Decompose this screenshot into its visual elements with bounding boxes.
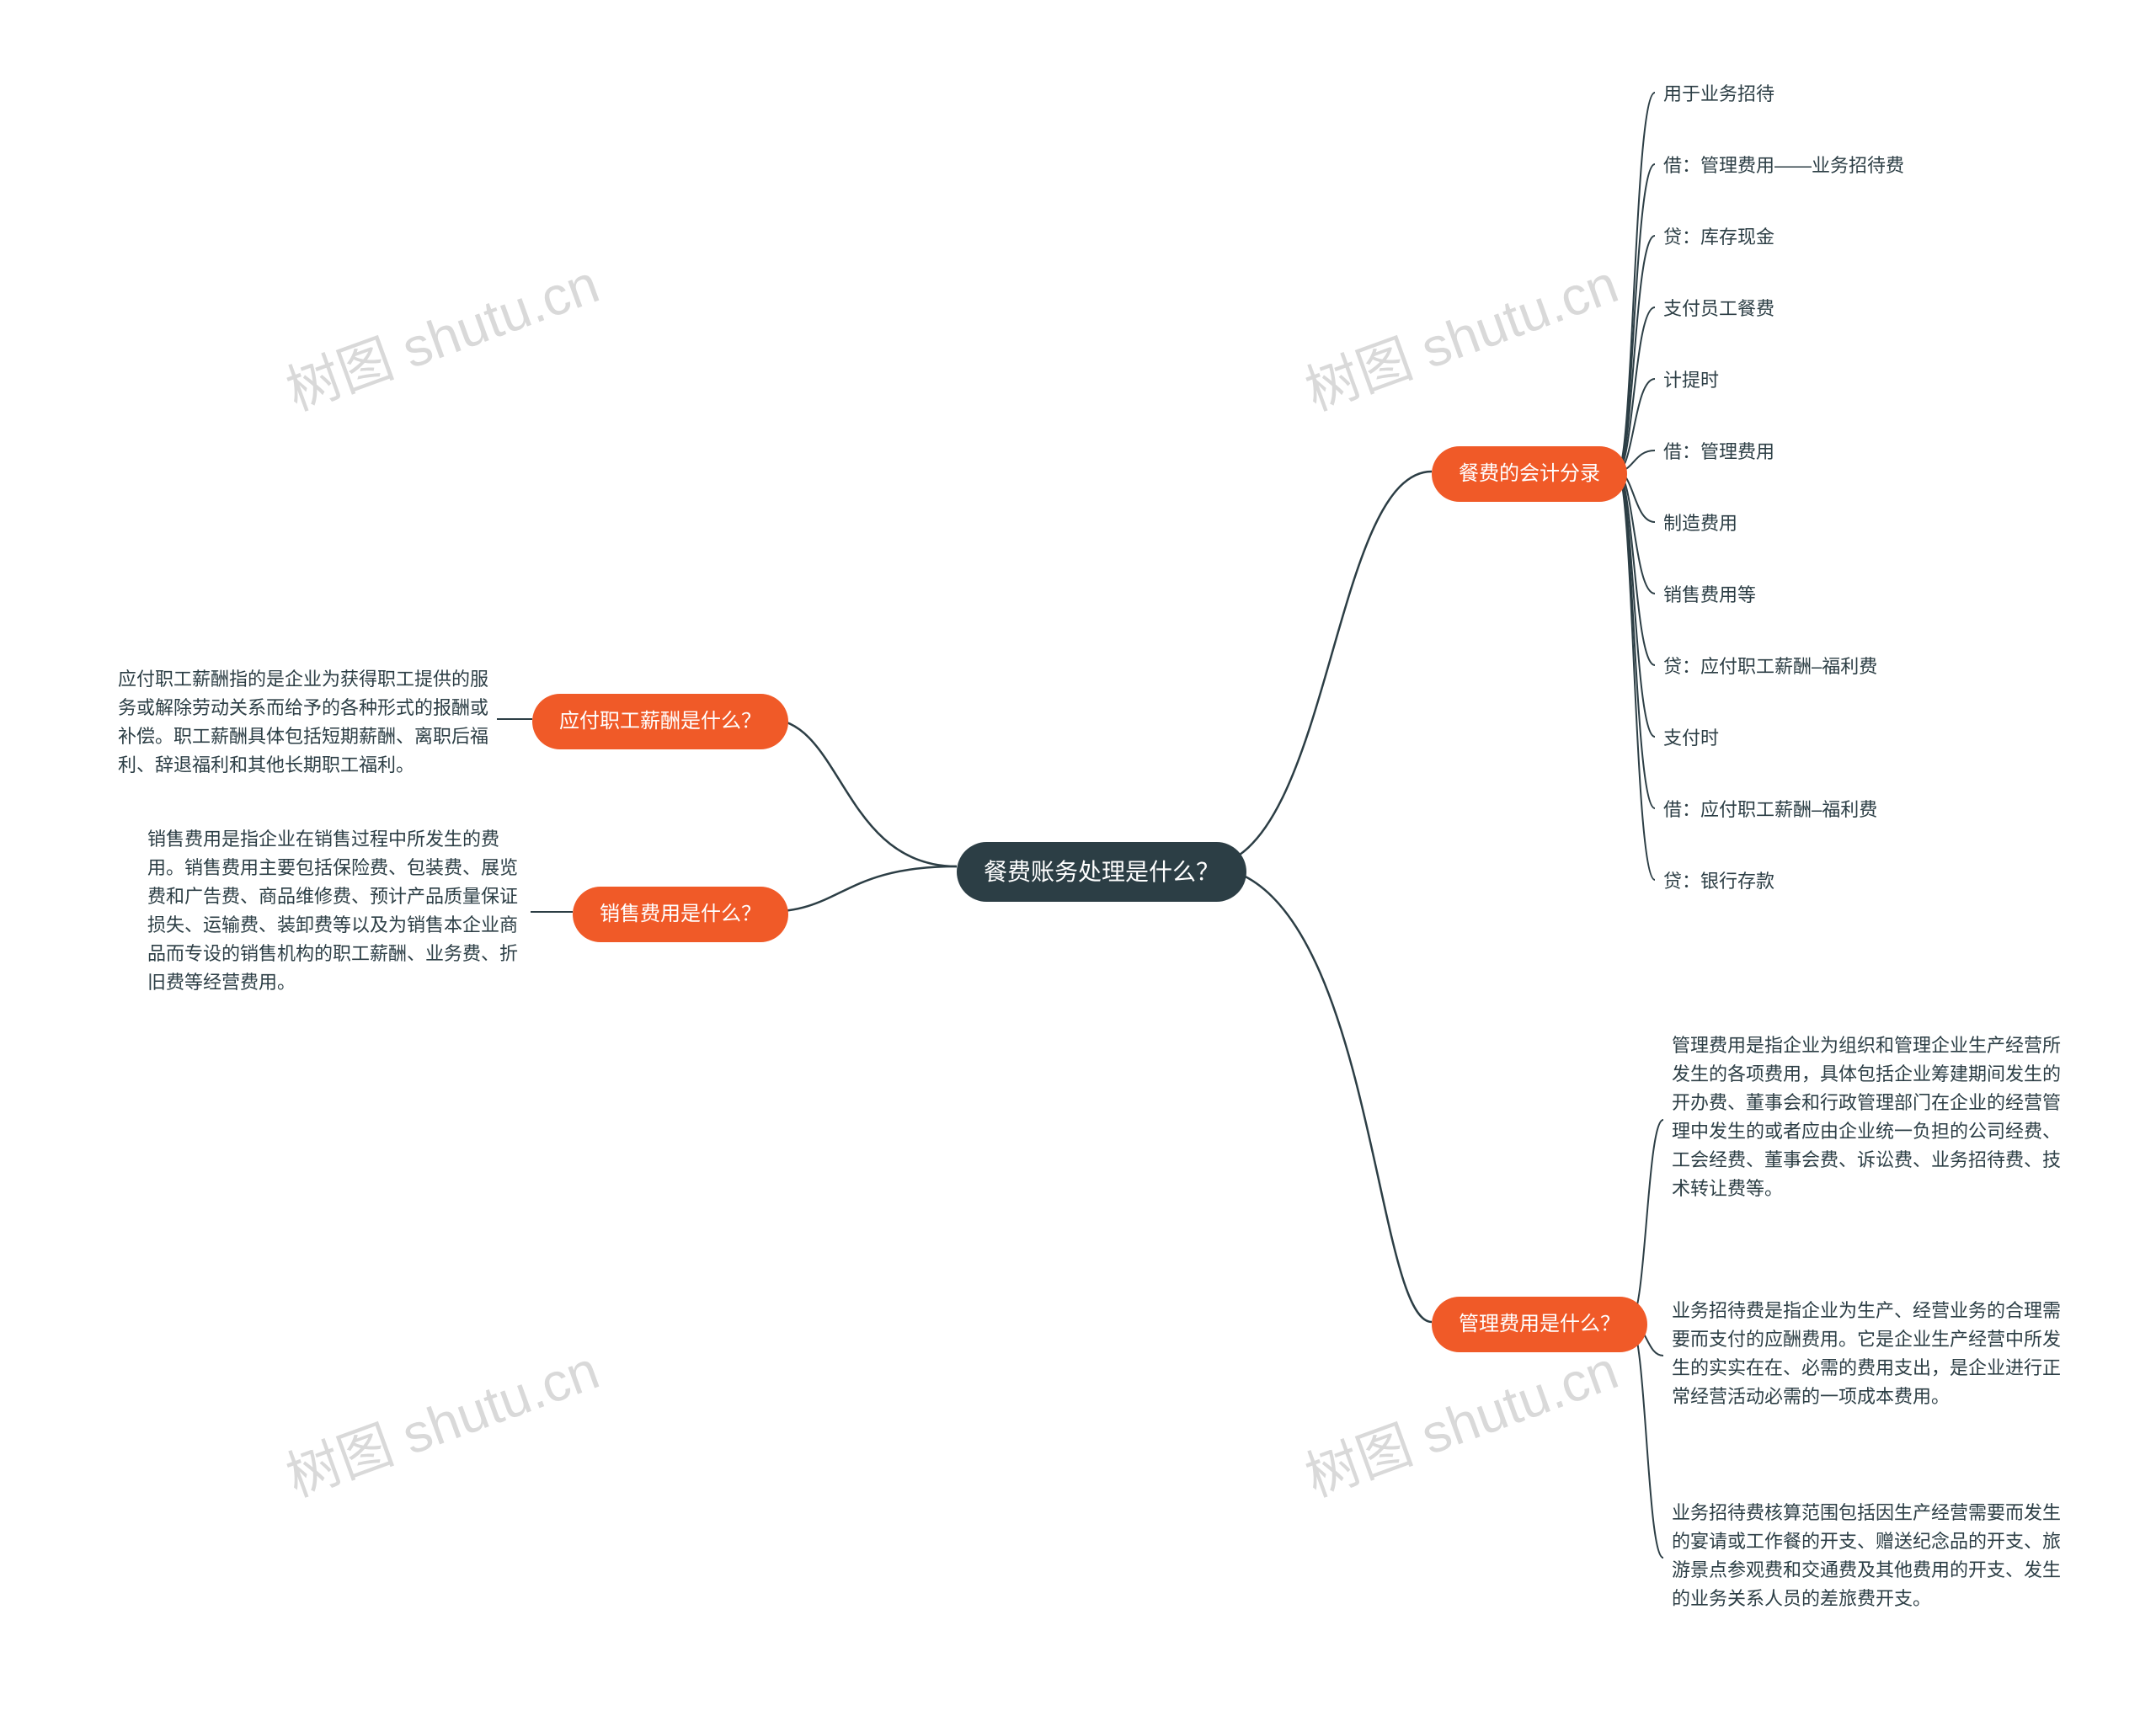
b1-leaf: 用于业务招待 [1663, 80, 1774, 109]
watermark: 树图 shutu.cn [275, 241, 608, 425]
branch-employee-compensation[interactable]: 应付职工薪酬是什么？ [532, 694, 788, 749]
b1-leaf: 支付员工餐费 [1663, 295, 1774, 323]
b1-leaf: 支付时 [1663, 724, 1719, 753]
b1-leaf: 借：管理费用 [1663, 438, 1774, 466]
center-node[interactable]: 餐费账务处理是什么？ [957, 842, 1246, 902]
watermark: 树图 shutu.cn [1294, 241, 1627, 425]
b1-leaf: 贷：银行存款 [1663, 867, 1774, 896]
b1-leaf: 借：应付职工薪酬–福利费 [1663, 796, 1877, 824]
branch-accounting-entries[interactable]: 餐费的会计分录 [1432, 446, 1627, 502]
b2-leaf: 业务招待费是指企业为生产、经营业务的合理需要而支付的应酬费用。它是企业生产经营中… [1672, 1297, 2068, 1411]
b2-leaf: 管理费用是指企业为组织和管理企业生产经营所发生的各项费用，具体包括企业筹建期间发… [1672, 1031, 2068, 1204]
b1-leaf: 制造费用 [1663, 509, 1737, 538]
b1-leaf: 计提时 [1663, 366, 1719, 395]
b4-leaf: 销售费用是指企业在销售过程中所发生的费用。销售费用主要包括保险费、包装费、展览费… [147, 825, 526, 998]
b1-leaf: 销售费用等 [1663, 581, 1756, 610]
branch-sales-expense[interactable]: 销售费用是什么？ [573, 887, 788, 942]
b1-leaf: 贷：应付职工薪酬–福利费 [1663, 653, 1877, 681]
watermark: 树图 shutu.cn [1294, 1327, 1627, 1511]
b2-leaf: 业务招待费核算范围包括因生产经营需要而发生的宴请或工作餐的开支、赠送纪念品的开支… [1672, 1499, 2068, 1613]
b1-leaf: 贷：库存现金 [1663, 223, 1774, 252]
branch-management-expense[interactable]: 管理费用是什么？ [1432, 1297, 1647, 1352]
watermark: 树图 shutu.cn [275, 1327, 608, 1511]
b1-leaf: 借：管理费用——业务招待费 [1663, 152, 1904, 180]
b3-leaf: 应付职工薪酬指的是企业为获得职工提供的服务或解除劳动关系而给予的各种形式的报酬或… [118, 665, 497, 780]
